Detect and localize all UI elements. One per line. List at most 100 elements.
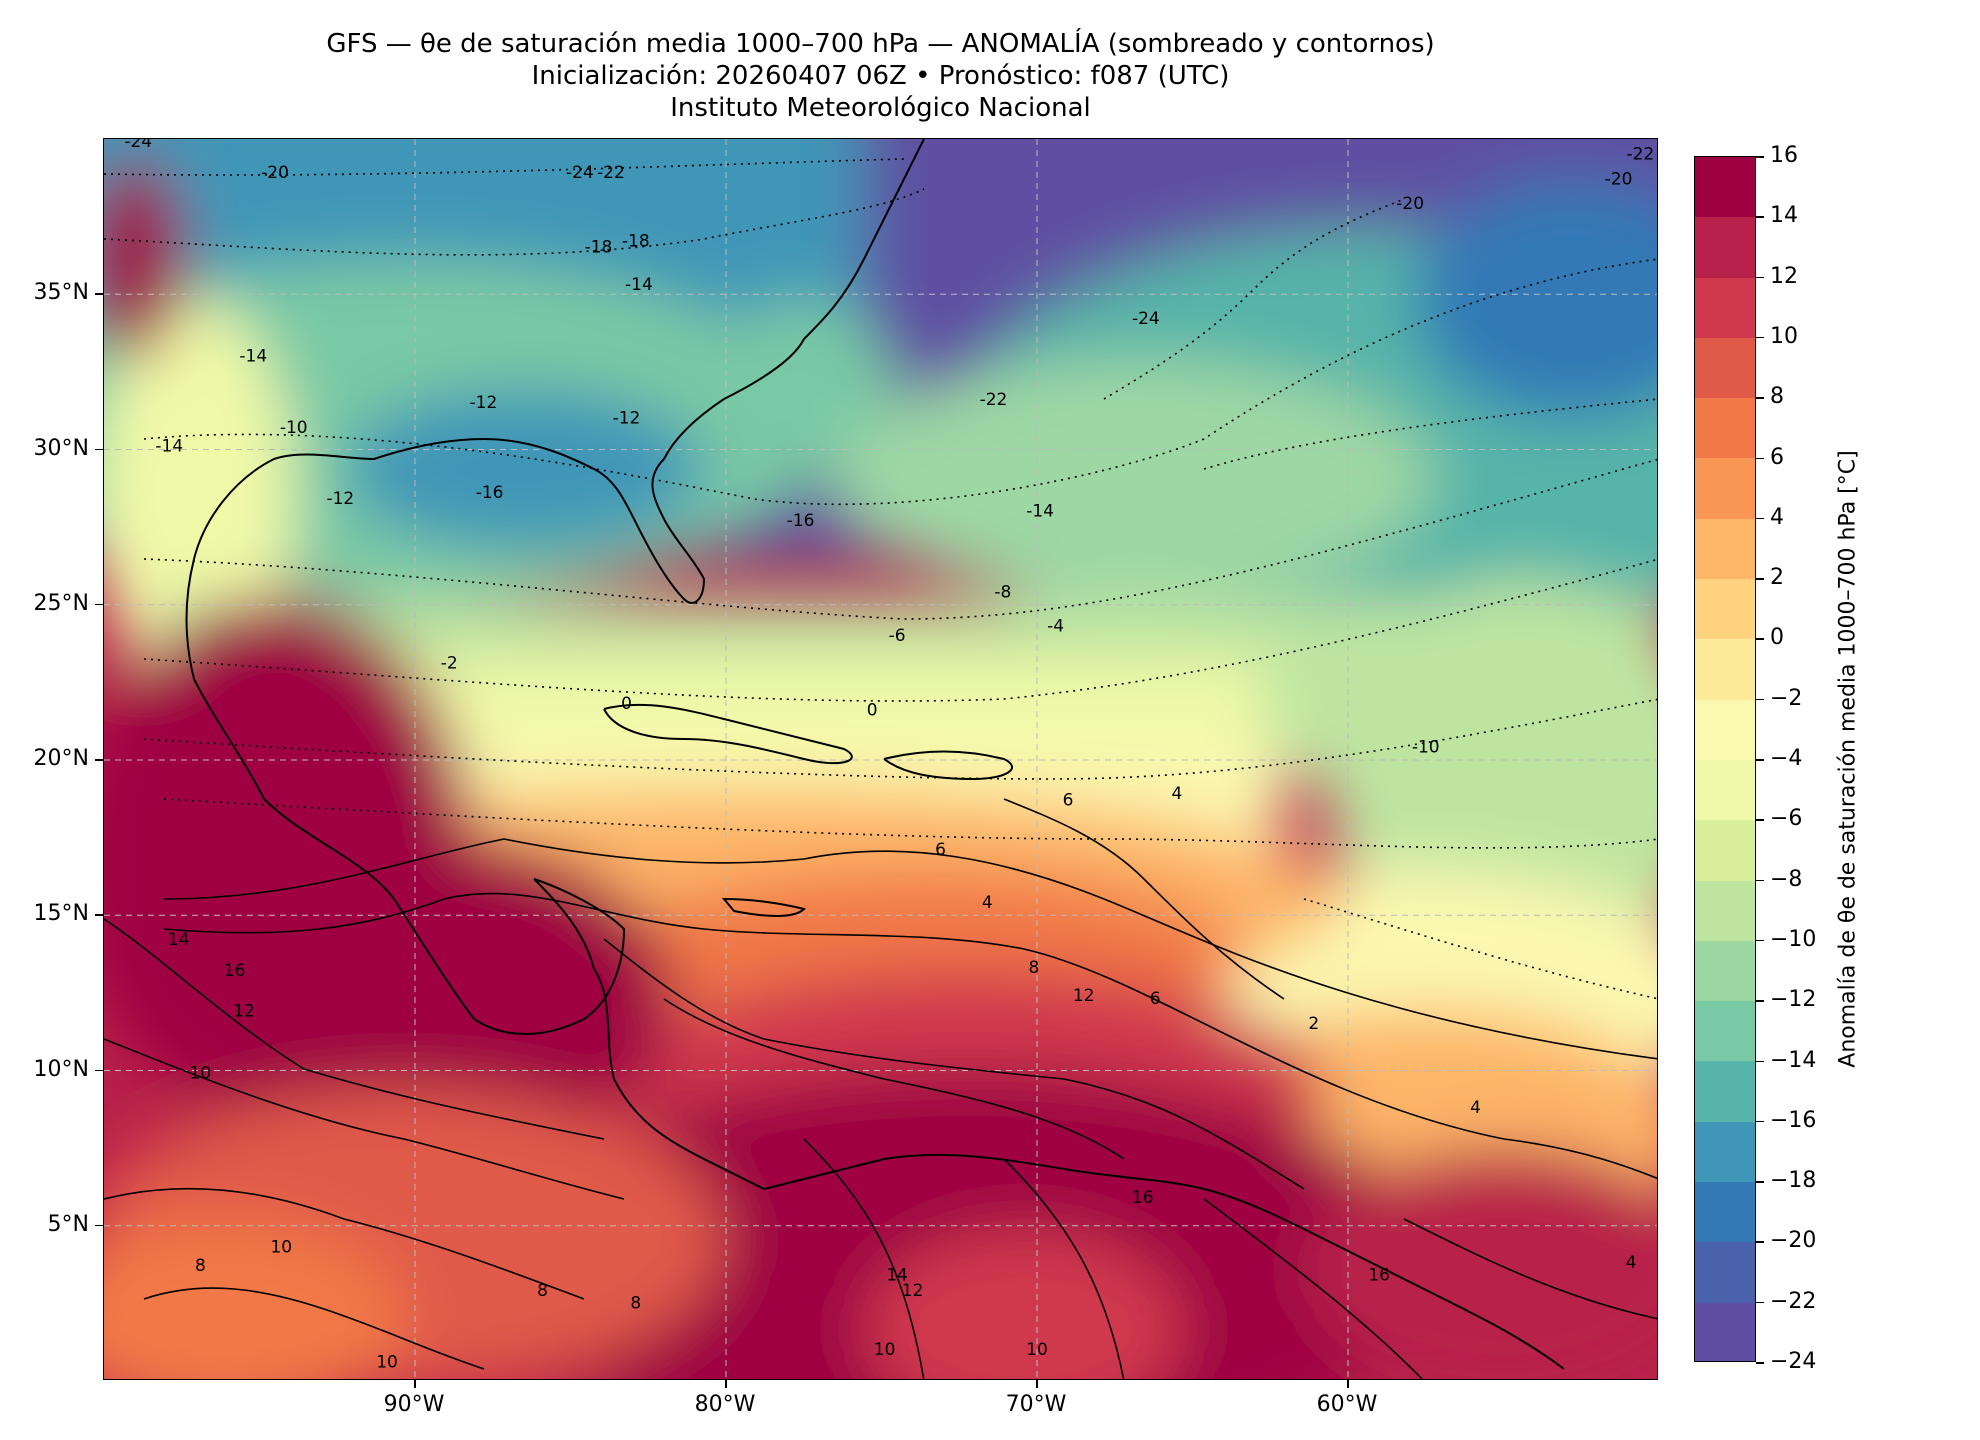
- contour-label: 12: [1073, 986, 1095, 1006]
- colorbar-segment: [1695, 337, 1755, 399]
- colorbar-tick-label: 10: [1770, 323, 1798, 349]
- contour-label: -20: [261, 163, 289, 183]
- colorbar: [1694, 156, 1756, 1362]
- colorbar-segment: [1695, 639, 1755, 700]
- contour-label: -16: [787, 511, 815, 531]
- colorbar-tick-label: −4: [1770, 746, 1803, 771]
- contour-label: -14: [239, 346, 267, 366]
- contour-label: 2: [1308, 1014, 1319, 1034]
- colorbar-segment: [1695, 458, 1755, 519]
- contour-label: 12: [233, 1002, 255, 1022]
- lon-tick-label: 80°W: [694, 1392, 756, 1417]
- colorbar-tick-label: −22: [1770, 1288, 1817, 1314]
- colorbar-tick-label: −12: [1770, 987, 1817, 1013]
- colorbar-tick-label: −10: [1770, 926, 1817, 952]
- colorbar-segment: [1695, 1061, 1755, 1122]
- contour-label: 4: [1470, 1098, 1481, 1118]
- contour-label: 8: [1028, 958, 1039, 978]
- contour-label: 10: [874, 1340, 896, 1360]
- contour-label: -24: [566, 163, 594, 183]
- contour-label: 0: [621, 694, 632, 714]
- colorbar-segment: [1695, 217, 1755, 278]
- lon-tick-label: 70°W: [1005, 1392, 1067, 1417]
- contour-label: -22: [980, 390, 1008, 410]
- colorbar-segment: [1695, 1001, 1755, 1062]
- contour-label: -20: [1396, 194, 1424, 214]
- contour-label: -6: [889, 626, 906, 646]
- contour-label: -14: [155, 436, 183, 456]
- contour-label: -18: [622, 231, 650, 251]
- colorbar-tick-mark: [1756, 759, 1764, 761]
- contour-label: 10: [376, 1352, 398, 1372]
- gridlines: [104, 139, 1657, 1379]
- lat-tick-mark: [95, 603, 103, 606]
- contour-label: 4: [1626, 1253, 1637, 1273]
- colorbar-tick-label: −18: [1770, 1168, 1817, 1194]
- contour-label: -12: [613, 408, 641, 428]
- lat-tick-label: 20°N: [33, 746, 89, 771]
- colorbar-tick-mark: [1756, 1060, 1764, 1062]
- colorbar-segment: [1695, 699, 1755, 760]
- contour-label: -4: [1047, 616, 1064, 636]
- contour-label: -10: [1412, 738, 1440, 758]
- colorbar-tick-label: 14: [1770, 203, 1798, 229]
- lon-tick-mark: [1036, 1380, 1038, 1388]
- colorbar-tick-mark: [1756, 457, 1764, 459]
- lat-tick-mark: [95, 1224, 103, 1227]
- coastlines: [185, 139, 1565, 1370]
- contour-label: 10: [1026, 1340, 1048, 1360]
- colorbar-segment: [1695, 880, 1755, 941]
- colorbar-tick-label: −6: [1770, 806, 1803, 832]
- colorbar-segment: [1695, 1121, 1755, 1183]
- colorbar-segment: [1695, 398, 1755, 459]
- colorbar-tick-label: 8: [1770, 384, 1784, 410]
- colorbar-tick-mark: [1756, 578, 1764, 580]
- map-panel: -24 -20 -24 -22 -18 -18 -14 -14 -12 -12 -10 -14 -16-…: [103, 138, 1658, 1380]
- lon-tick-mark: [725, 1380, 727, 1388]
- colorbar-tick-mark: [1756, 1120, 1764, 1123]
- contour-label: 6: [1150, 989, 1161, 1009]
- colorbar-segment: [1695, 1242, 1755, 1303]
- colorbar-segment: [1695, 820, 1755, 881]
- lat-tick-mark: [95, 1069, 103, 1071]
- colorbar-segment: [1695, 1182, 1755, 1243]
- colorbar-segment: [1695, 1302, 1755, 1361]
- colorbar-tick-label: 12: [1770, 263, 1798, 289]
- contour-label: 0: [867, 700, 878, 720]
- contour-label: -22: [1626, 145, 1654, 165]
- contour-label: 8: [630, 1293, 641, 1313]
- contour-label: -12: [326, 489, 354, 509]
- contour-label: -20: [1605, 169, 1633, 189]
- anomaly-shading: [104, 139, 1657, 1379]
- colorbar-tick-label: 0: [1770, 625, 1784, 651]
- colorbar-tick-label: −2: [1770, 685, 1803, 711]
- lat-tick-mark: [95, 914, 103, 916]
- colorbar-tick-label: −20: [1770, 1228, 1817, 1254]
- contour-label: -22: [597, 163, 625, 183]
- colorbar-tick-label: 16: [1770, 143, 1798, 168]
- colorbar-tick-mark: [1756, 1362, 1764, 1364]
- title-institution: Instituto Meteorológico Nacional: [670, 93, 1091, 123]
- contour-label: 8: [195, 1256, 206, 1276]
- contour-label: 16: [1132, 1188, 1154, 1208]
- contour-label: 14: [886, 1265, 908, 1285]
- lat-tick-mark: [95, 759, 103, 761]
- contour-label: 4: [982, 893, 993, 913]
- contour-label: 14: [168, 930, 190, 950]
- colorbar-tick-mark: [1756, 1181, 1764, 1183]
- negative-contours: [104, 158, 1657, 1000]
- contour-label: 10: [190, 1064, 212, 1084]
- figure-title: GFS — θe de saturación media 1000–700 hP…: [103, 28, 1658, 124]
- colorbar-tick-mark: [1756, 336, 1764, 339]
- colorbar-segment: [1695, 157, 1755, 218]
- colorbar-tick-mark: [1756, 638, 1764, 640]
- colorbar-tick-mark: [1756, 276, 1764, 279]
- contour-label: -2: [441, 654, 458, 674]
- lat-tick-label: 10°N: [33, 1056, 89, 1082]
- colorbar-segment: [1695, 518, 1755, 580]
- contour-label: -16: [476, 483, 504, 503]
- colorbar-tick-mark: [1756, 517, 1764, 520]
- contour-label: -18: [585, 238, 613, 258]
- colorbar-tick-label: 2: [1770, 565, 1784, 591]
- contour-label: -10: [280, 418, 308, 438]
